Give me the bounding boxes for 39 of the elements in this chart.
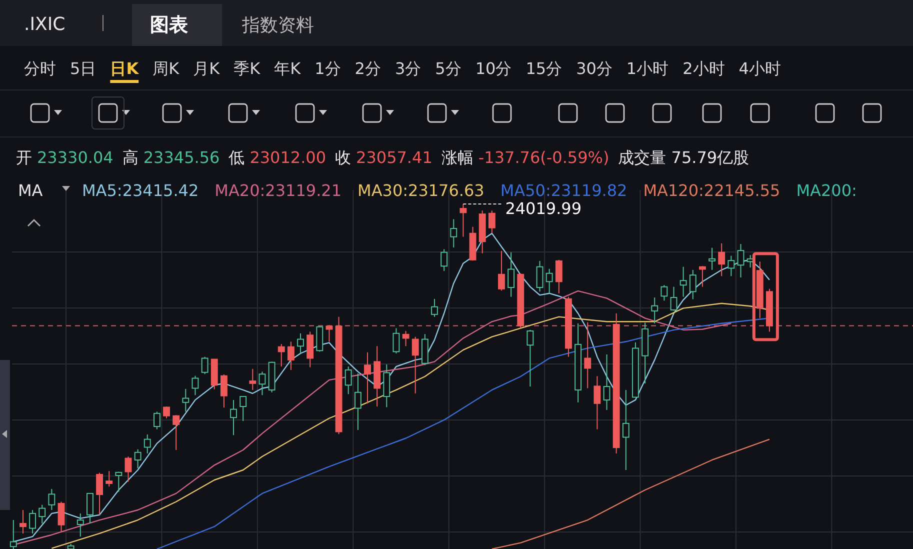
text: 2小时 [682, 59, 725, 78]
text: 1分 [314, 59, 341, 78]
text: 3分 [394, 59, 422, 78]
text: 2分 [354, 59, 381, 78]
text: MA5:23415.42 [82, 181, 199, 200]
text: .IXIC [24, 14, 66, 35]
text: 高 [122, 148, 138, 167]
text: MA30:23176.63 [358, 181, 484, 200]
text: 周K [152, 59, 180, 78]
text: MA200: [796, 181, 857, 200]
text: 年K [274, 59, 302, 78]
text: 开 [16, 148, 32, 167]
text: 涨幅 [441, 148, 474, 167]
text: 23057.41 [356, 148, 432, 167]
text: 指数资料 [241, 15, 314, 36]
text: 15分 [526, 59, 562, 78]
text: 30分 [576, 59, 612, 78]
text: 分时 [24, 59, 56, 78]
text: 月K [193, 59, 220, 78]
text: MA20:23119.21 [214, 181, 342, 200]
annotation: 24019.99 [505, 199, 582, 218]
text: 5日 [70, 59, 96, 78]
text: MA120:22145.55 [643, 181, 780, 200]
text: 23330.04 [37, 148, 114, 167]
text: 23345.56 [143, 148, 220, 167]
text: 低 [228, 148, 245, 167]
text: MA [18, 181, 43, 200]
text: 5分 [435, 59, 462, 78]
text: 23012.00 [250, 148, 326, 167]
text: 收 [335, 148, 352, 167]
text: 季K [234, 59, 261, 78]
text: 日K [110, 59, 140, 78]
text: 图表 [150, 14, 189, 36]
text: 1小时 [626, 59, 669, 78]
text: 10分 [475, 59, 512, 78]
text: -137.76(-0.59%) [478, 148, 610, 167]
text: 成交量 75.79亿股 [618, 148, 750, 167]
text: MA50:23119.82 [500, 181, 628, 200]
text: 4小时 [738, 59, 781, 78]
